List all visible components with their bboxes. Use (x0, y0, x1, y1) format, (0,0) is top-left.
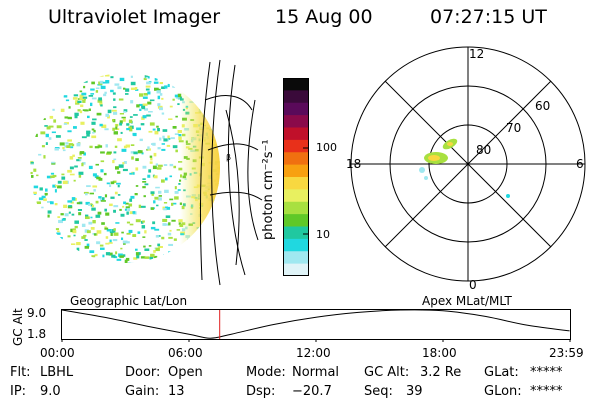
colorbar-swatch (283, 214, 309, 227)
colorbar-swatch (283, 226, 309, 240)
mode-value: Normal (292, 365, 340, 380)
lat-label-60: 60 (535, 99, 550, 113)
xtick-0600: 06:00 (168, 346, 203, 360)
glon-label: GLon: (484, 384, 522, 399)
lat-label-70: 70 (506, 121, 521, 135)
altitude-series-line (61, 309, 570, 339)
lat-lon-grid (199, 59, 263, 286)
mode-label: Mode: (246, 365, 286, 380)
mlt-label-6: 6 (576, 157, 584, 171)
colorbar-tick-10: 10 (316, 228, 330, 241)
mlt-label-0: 0 (469, 278, 477, 292)
plot-ylabel: GC Alt (11, 308, 25, 346)
auroral-oval (419, 138, 510, 198)
colorbar-swatch (283, 164, 309, 178)
left-map-title: Geographic Lat/Lon (70, 294, 188, 308)
mlt-label-12: 12 (469, 47, 484, 61)
gain-label: Gain: (125, 384, 160, 399)
colorbar-swatch (283, 189, 309, 203)
earth-image: β (30, 59, 263, 286)
ip-value: 9.0 (40, 384, 61, 399)
colorbar-swatch (283, 201, 309, 215)
ytick-9: 9.0 (27, 306, 47, 320)
polar-plot: 12 18 6 0 80 70 60 (346, 46, 586, 292)
colorbar-swatch (283, 102, 309, 116)
xtick-1800: 18:00 (422, 346, 457, 360)
glat-value: ***** (530, 365, 563, 380)
glon-value: ***** (530, 384, 563, 399)
colorbar-tick-100: 100 (316, 141, 337, 154)
dsp-label: Dsp: (246, 384, 276, 399)
door-label: Door: (125, 365, 161, 380)
colorbar-swatch (283, 78, 309, 91)
right-map-title: Apex MLat/MLT (422, 294, 512, 308)
colorbar-swatch (283, 90, 309, 104)
ip-label: IP: (10, 384, 27, 399)
colorbar-unit-label: photon cm⁻²s⁻¹ (261, 139, 276, 240)
colorbar-swatch (283, 152, 309, 166)
altitude-chart (61, 309, 571, 342)
time-label: 07:27:15 UT (430, 6, 547, 28)
lat-label-80: 80 (476, 143, 491, 157)
auroral-speckle (30, 73, 220, 263)
gain-value: 13 (168, 384, 185, 399)
colorbar-swatch (283, 238, 309, 252)
xtick-0000: 00:00 (40, 346, 75, 360)
colorbar-swatch (283, 127, 309, 141)
mlt-label-18: 18 (346, 157, 361, 171)
colorbar-swatch (283, 177, 309, 190)
door-value: Open (168, 365, 203, 380)
gcalt-value: 3.2 Re (420, 365, 462, 380)
xtick-2359: 23:59 (549, 346, 584, 360)
colorbar (283, 78, 309, 276)
colorbar-swatch (283, 251, 309, 265)
colorbar-swatch (283, 115, 309, 128)
flt-label: Flt: (10, 365, 31, 380)
date-label: 15 Aug 00 (275, 6, 373, 28)
gcalt-label: GC Alt: (364, 365, 410, 380)
ytick-1-8: 1.8 (27, 327, 47, 341)
glat-label: GLat: (484, 365, 519, 380)
flt-value: LBHL (40, 365, 74, 380)
svg-text:β: β (226, 153, 231, 162)
seq-label: Seq: (364, 384, 393, 399)
colorbar-swatch (283, 263, 309, 276)
seq-value: 39 (406, 384, 423, 399)
colorbar-swatch (283, 139, 309, 153)
instrument-title: Ultraviolet Imager (48, 6, 221, 28)
xtick-1200: 12:00 (296, 346, 331, 360)
dsp-value: −20.7 (292, 384, 332, 399)
